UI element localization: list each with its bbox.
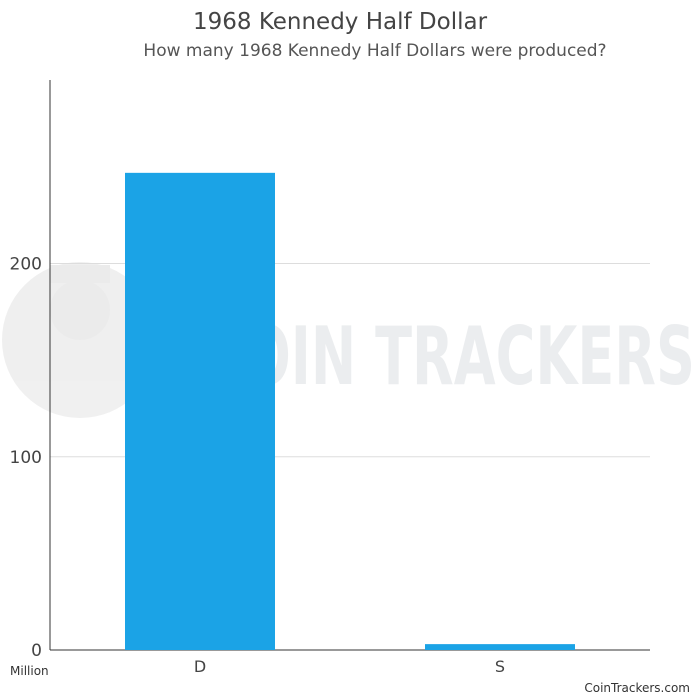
y-tick-label: 0 [31,641,42,661]
svg-text:COIN TRACKERS: COIN TRACKERS [205,310,695,403]
y-tick-label: 200 [10,255,42,275]
x-tick-label: D [194,657,206,676]
y-tick-label: 100 [10,448,42,468]
bar-D [125,172,275,650]
bar-S [425,644,575,650]
mascot-head-icon [2,262,158,418]
y-axis-label: Million [10,664,49,678]
x-tick-label: S [495,657,505,676]
coin-trackers-watermark: COIN TRACKERS [2,262,695,418]
footer-credit: CoinTrackers.com [584,681,690,695]
chart-title: 1968 Kennedy Half Dollar [192,9,488,35]
chart-subtitle: How many 1968 Kennedy Half Dollars were … [143,41,607,61]
